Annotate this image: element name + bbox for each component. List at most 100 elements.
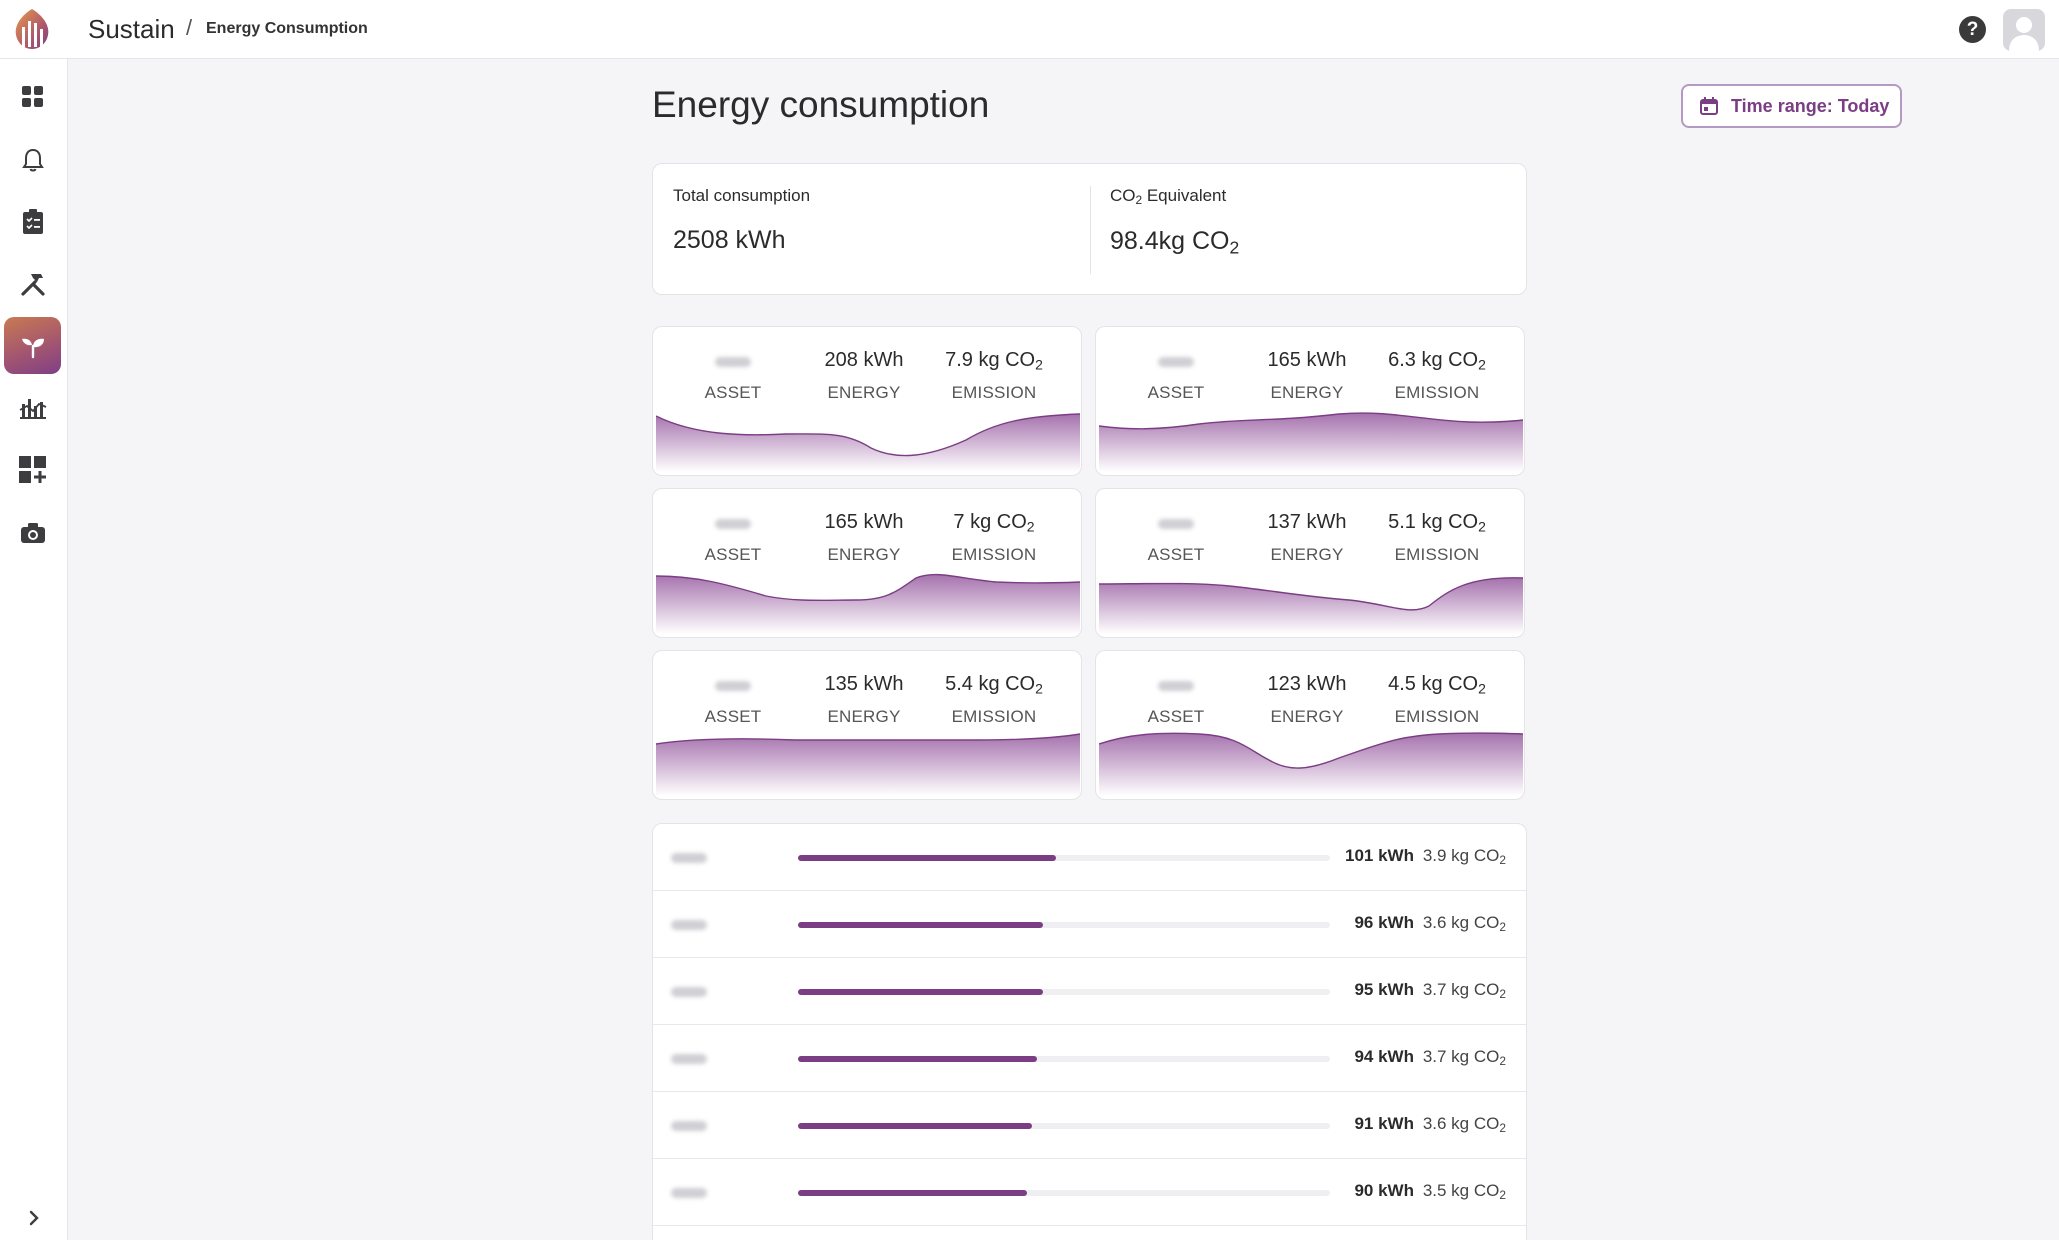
- sparkline-chart: [1099, 412, 1523, 472]
- consumption-bar-track: [798, 989, 1330, 995]
- row-emission-value: 3.5 kg CO2: [1422, 1181, 1506, 1202]
- asset-card[interactable]: ASSET 165 kWh ENERGY 6.3 kg CO2 EMISSION: [1095, 326, 1525, 476]
- emission-label: EMISSION: [951, 707, 1037, 726]
- table-row[interactable]: 91 kWh 3.6 kg CO2: [653, 1092, 1526, 1159]
- asset-label: ASSET: [704, 707, 762, 726]
- asset-name: [668, 673, 798, 699]
- energy-label: ENERGY: [827, 707, 901, 726]
- total-consumption: Total consumption 2508 kWh: [673, 186, 810, 255]
- asset-column: ASSET: [668, 673, 798, 727]
- asset-ranking-list: 101 kWh 3.9 kg CO2 96 kWh 3.6 kg CO2 95 kWh 3…: [652, 823, 1527, 1240]
- consumption-bar-track: [798, 855, 1330, 861]
- asset-name: [671, 920, 707, 930]
- table-row[interactable]: 90 kWh 3.5 kg CO2: [653, 1159, 1526, 1226]
- sparkline-chart: [656, 573, 1080, 634]
- app-title[interactable]: Sustain: [88, 14, 175, 44]
- dashboard-icon: [21, 85, 43, 107]
- asset-label: ASSET: [1147, 383, 1205, 402]
- asset-label: ASSET: [1147, 545, 1205, 564]
- clipboard-icon: [22, 208, 43, 234]
- row-energy-value: 91 kWh: [1354, 1114, 1414, 1133]
- asset-emission-value: 6.3 kg CO2: [1388, 349, 1486, 373]
- sparkline-line: [1099, 577, 1523, 611]
- add-widget-icon: [18, 455, 46, 483]
- sparkline-area: [656, 734, 1080, 796]
- asset-name: [671, 1054, 707, 1064]
- consumption-bar-fill: [798, 1190, 1027, 1196]
- asset-energy-value: 123 kWh: [1267, 673, 1347, 695]
- co2-equivalent: CO2 Equivalent 98.4kg CO2: [1110, 186, 1239, 258]
- energy-column: 165 kWh ENERGY: [799, 511, 929, 565]
- asset-emission-value: 7.9 kg CO2: [945, 349, 1043, 373]
- sidebar-item-dashboard[interactable]: [4, 68, 61, 125]
- asset-name: [1111, 673, 1241, 699]
- sidebar-item-sustain[interactable]: [4, 317, 61, 374]
- asset-card[interactable]: ASSET 137 kWh ENERGY 5.1 kg CO2 EMISSION: [1095, 488, 1525, 638]
- asset-name: [1111, 349, 1241, 375]
- sidebar-item-alerts[interactable]: [4, 131, 61, 188]
- sidebar-item-analytics[interactable]: [4, 379, 61, 436]
- asset-emission-value: 5.4 kg CO2: [945, 673, 1043, 697]
- sparkline-area: [1099, 577, 1523, 634]
- emission-column: 7.9 kg CO2 EMISSION: [929, 349, 1059, 403]
- energy-label: ENERGY: [1270, 383, 1344, 402]
- row-emission-value: 3.6 kg CO2: [1422, 1114, 1506, 1135]
- table-row[interactable]: 94 kWh 3.7 kg CO2: [653, 1025, 1526, 1092]
- asset-name: [671, 1121, 707, 1131]
- sidebar-item-tasks[interactable]: [4, 193, 61, 250]
- energy-label: ENERGY: [1270, 707, 1344, 726]
- consumption-bar-fill: [798, 989, 1043, 995]
- row-energy-value: 101 kWh: [1345, 846, 1414, 865]
- total-consumption-value: 2508 kWh: [673, 226, 786, 254]
- table-row[interactable]: 96 kWh 3.6 kg CO2: [653, 891, 1526, 958]
- energy-column: 135 kWh ENERGY: [799, 673, 929, 727]
- sustain-logo-icon[interactable]: [8, 5, 56, 53]
- row-emission-value: 3.6 kg CO2: [1422, 913, 1506, 934]
- sparkline-line: [1099, 412, 1523, 430]
- asset-emission-value: 4.5 kg CO2: [1388, 673, 1486, 697]
- energy-label: ENERGY: [827, 545, 901, 564]
- row-energy-value: 96 kWh: [1354, 913, 1414, 932]
- help-icon[interactable]: ?: [1959, 16, 1986, 43]
- camera-icon: [20, 522, 45, 543]
- asset-emission-value: 7 kg CO2: [953, 511, 1035, 535]
- emission-column: 5.1 kg CO2 EMISSION: [1372, 511, 1502, 565]
- avatar[interactable]: [2003, 9, 2045, 51]
- calendar-icon: [1700, 97, 1718, 115]
- consumption-bar-fill: [798, 922, 1043, 928]
- emission-label: EMISSION: [1394, 383, 1480, 402]
- asset-card[interactable]: ASSET 208 kWh ENERGY 7.9 kg CO2 EMISSION: [652, 326, 1082, 476]
- sidebar-item-add-widget[interactable]: [4, 441, 61, 498]
- top-bar: Sustain / Energy Consumption ?: [0, 0, 2059, 59]
- row-emission-value: 3.7 kg CO2: [1422, 980, 1506, 1001]
- asset-energy-value: 208 kWh: [824, 349, 904, 371]
- page-title: Energy consumption: [652, 84, 990, 125]
- user-icon: [2009, 17, 2039, 51]
- asset-card[interactable]: ASSET 165 kWh ENERGY 7 kg CO2 EMISSION: [652, 488, 1082, 638]
- energy-label: ENERGY: [827, 383, 901, 402]
- chevron-right-icon[interactable]: [22, 1206, 46, 1230]
- sparkline-area: [1099, 413, 1523, 472]
- sidebar-item-camera[interactable]: [4, 504, 61, 561]
- emission-column: 5.4 kg CO2 EMISSION: [929, 673, 1059, 727]
- sidebar-item-maintenance[interactable]: [4, 255, 61, 312]
- table-row[interactable]: 101 kWh 3.9 kg CO2: [653, 824, 1526, 891]
- asset-name: [668, 511, 798, 537]
- summary-divider: [1090, 186, 1091, 274]
- sparkline-area: [656, 574, 1080, 634]
- asset-energy-value: 165 kWh: [1267, 349, 1347, 371]
- asset-card[interactable]: ASSET 135 kWh ENERGY 5.4 kg CO2 EMISSION: [652, 650, 1082, 800]
- consumption-bar-fill: [798, 1056, 1038, 1062]
- asset-energy-value: 137 kWh: [1267, 511, 1347, 533]
- asset-card[interactable]: ASSET 123 kWh ENERGY 4.5 kg CO2 EMISSION: [1095, 650, 1525, 800]
- asset-column: ASSET: [1111, 673, 1241, 727]
- sparkline-chart: [656, 733, 1080, 796]
- emission-label: EMISSION: [951, 545, 1037, 564]
- sparkline-chart: [1099, 732, 1523, 796]
- table-row[interactable]: 95 kWh 3.7 kg CO2: [653, 958, 1526, 1025]
- emission-column: 7 kg CO2 EMISSION: [929, 511, 1059, 565]
- tools-icon: [20, 273, 45, 296]
- emission-label: EMISSION: [1394, 545, 1480, 564]
- time-range-button[interactable]: Time range: Today: [1681, 84, 1902, 128]
- bell-icon: [21, 148, 44, 171]
